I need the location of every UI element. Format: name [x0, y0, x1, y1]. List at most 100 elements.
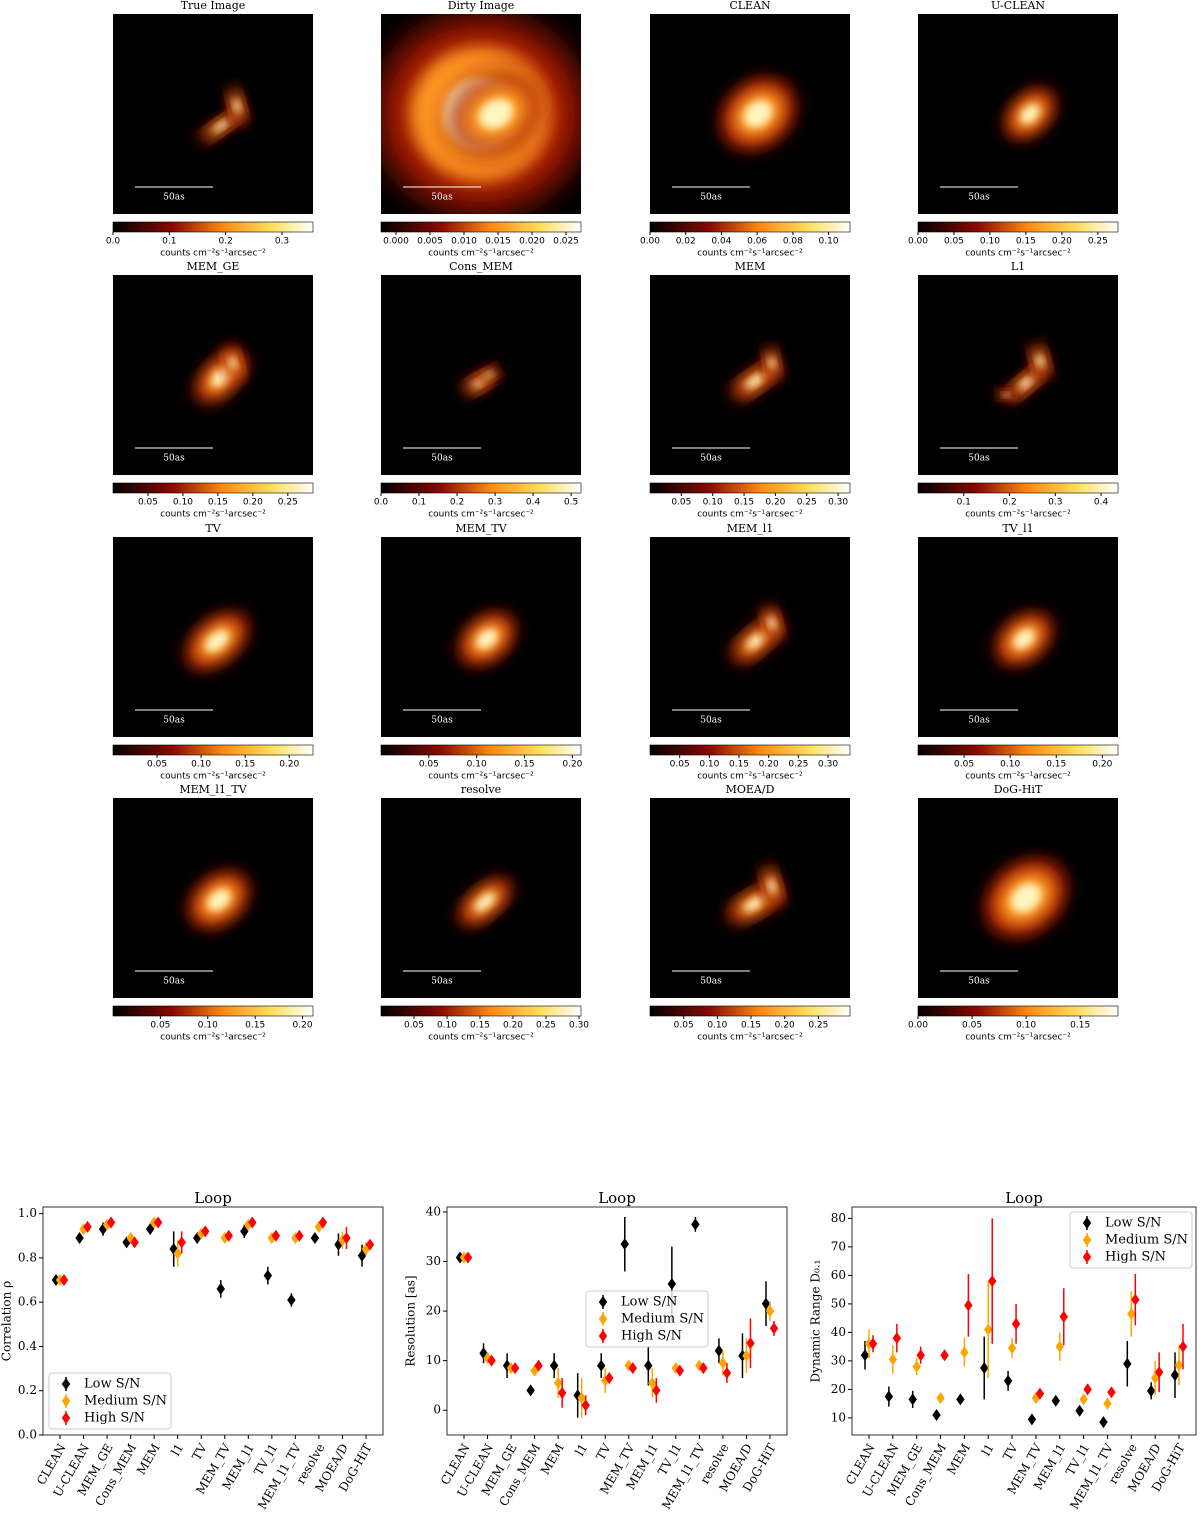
legend-swatch — [598, 1313, 608, 1325]
colorbar-label: counts cm⁻²s⁻¹arcsec⁻² — [428, 249, 534, 259]
colorbar-tick-label: 0.05 — [404, 1021, 424, 1031]
legend-label: High S/N — [1105, 1250, 1166, 1265]
panel-title: MEM_l1 — [727, 522, 774, 535]
emission — [768, 878, 776, 894]
y-tick-label: 0.8 — [18, 1250, 37, 1264]
y-tick-label: 20 — [426, 1304, 441, 1318]
colorbar-label: counts cm⁻²s⁻¹arcsec⁻² — [697, 772, 803, 782]
x-tick-label: MEM — [538, 1441, 567, 1477]
colorbar — [380, 482, 582, 494]
y-tick-label: 0.4 — [18, 1339, 37, 1353]
colorbar — [112, 1005, 314, 1017]
emission — [211, 367, 231, 387]
plot-frame — [851, 1206, 1197, 1436]
colorbar-tick-label: 0.05 — [944, 237, 964, 247]
scale-label: 50as — [700, 977, 722, 987]
colorbar-label: counts cm⁻²s⁻¹arcsec⁻² — [160, 772, 266, 782]
marker — [177, 1236, 186, 1249]
marker — [1107, 1386, 1116, 1399]
marker — [742, 1349, 751, 1362]
marker — [888, 1353, 898, 1366]
colorbar-tick-label: 0.05 — [147, 760, 167, 770]
marker — [106, 1216, 116, 1229]
colorbar-tick-label: 0.05 — [674, 1021, 694, 1031]
legend-box — [1069, 1211, 1193, 1269]
panel-title: True Image — [181, 0, 246, 12]
colorbar-tick-label: 0.20 — [1092, 760, 1112, 770]
legend-label: Medium S/N — [621, 1312, 704, 1327]
y-tick-label: 0 — [433, 1403, 441, 1417]
colorbar-tick-label: 0.3 — [1048, 498, 1062, 508]
marker — [1055, 1340, 1064, 1353]
emission — [744, 897, 764, 911]
marker — [932, 1409, 941, 1422]
legend-swatch — [61, 1378, 71, 1390]
legend-label: Low S/N — [84, 1377, 140, 1392]
colorbar-label: counts cm⁻²s⁻¹arcsec⁻² — [160, 510, 266, 520]
colorbar-tick-label: 0.04 — [711, 237, 731, 247]
marker — [487, 1354, 496, 1367]
marker — [769, 1322, 779, 1335]
marker — [714, 1344, 724, 1357]
colorbar-tick-label: 0.20 — [279, 760, 299, 770]
marker — [526, 1384, 535, 1397]
emission — [207, 889, 231, 911]
emission — [1036, 354, 1044, 368]
marker — [1003, 1374, 1013, 1387]
legend-label: Medium S/N — [84, 1394, 167, 1409]
colorbar-tick-label: 0.05 — [150, 1021, 170, 1031]
colorbar-tick-label: 0.2 — [450, 498, 464, 508]
marker — [145, 1223, 155, 1236]
panel-title: MEM_TV — [455, 522, 507, 535]
y-tick-label: 0.6 — [18, 1295, 37, 1309]
image — [719, 77, 797, 151]
marker — [988, 1275, 997, 1288]
image — [457, 877, 513, 927]
y-tick-label: 30 — [426, 1254, 441, 1268]
emission — [746, 374, 764, 388]
colorbar-tick-label: 0.20 — [775, 1021, 795, 1031]
emission — [746, 632, 766, 650]
marker — [605, 1372, 614, 1384]
marker — [1011, 1317, 1021, 1330]
colorbar-tick-label: 0.15 — [208, 498, 228, 508]
x-tick-label: l1 — [168, 1441, 186, 1458]
marker — [153, 1216, 163, 1229]
marker — [1103, 1397, 1112, 1410]
colorbar-tick-label: 0.10 — [707, 1021, 727, 1031]
emission — [233, 99, 241, 113]
image — [726, 864, 783, 924]
marker — [765, 1305, 775, 1318]
colorbar — [112, 482, 314, 494]
image-background — [918, 275, 1118, 475]
marker — [868, 1337, 878, 1350]
colorbar — [112, 744, 314, 756]
colorbar-tick-label: 0.10 — [1000, 760, 1020, 770]
y-tick-label: 20 — [831, 1382, 846, 1396]
colorbar-tick-label: 0.15 — [741, 1021, 761, 1031]
marker — [1146, 1384, 1156, 1397]
marker — [557, 1386, 567, 1399]
colorbar-tick-label: 0.15 — [515, 760, 535, 770]
marker — [1027, 1413, 1037, 1426]
emission — [485, 372, 493, 378]
marker — [534, 1359, 543, 1372]
marker — [620, 1238, 629, 1251]
scale-label: 50as — [163, 454, 185, 464]
panel-title: MEM_l1_TV — [179, 783, 247, 796]
colorbar — [649, 221, 851, 233]
colorbar-tick-label: 0.05 — [954, 760, 974, 770]
image — [381, 15, 581, 213]
image — [198, 86, 247, 143]
scale-label: 50as — [700, 454, 722, 464]
marker — [1083, 1383, 1092, 1396]
panel-title: resolve — [461, 783, 501, 796]
colorbar-tick-label: 0.1 — [412, 498, 426, 508]
marker — [691, 1218, 700, 1231]
legend-swatch — [1082, 1217, 1092, 1229]
colorbar-tick-label: 0.15 — [235, 760, 255, 770]
colorbar-tick-label: 0.30 — [818, 760, 838, 770]
legend-label: High S/N — [84, 1411, 145, 1426]
marker — [83, 1220, 92, 1233]
colorbar-tick-label: 0.10 — [703, 498, 723, 508]
